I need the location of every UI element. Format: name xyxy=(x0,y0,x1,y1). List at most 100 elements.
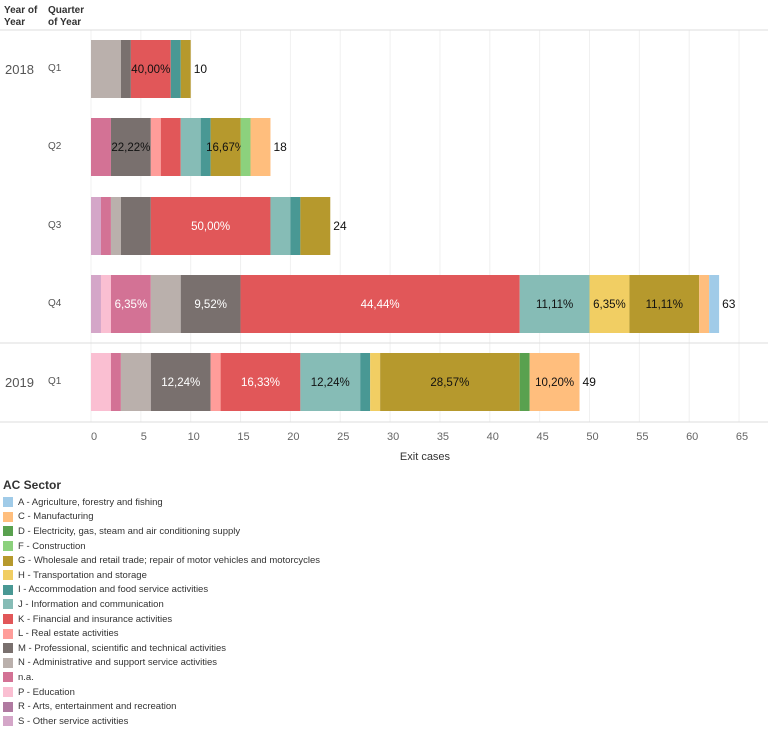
legend-label: P - Education xyxy=(18,686,75,698)
legend-swatch xyxy=(3,657,13,668)
legend-item[interactable]: J - Information and communication xyxy=(3,597,320,612)
legend-item[interactable]: D - Electricity, gas, steam and air cond… xyxy=(3,524,320,539)
bar-segment xyxy=(629,275,700,333)
legend-swatch xyxy=(3,643,13,654)
bar-segment xyxy=(170,40,181,98)
legend-label: N - Administrative and support service a… xyxy=(18,657,218,669)
x-tick-label: 15 xyxy=(237,431,249,443)
legend-item[interactable]: I - Accommodation and food service activ… xyxy=(3,583,320,598)
legend-item[interactable]: H - Transportation and storage xyxy=(3,568,320,583)
stacked-bar-chart: 0 5 10 15 20 25 30 35 40 45 50 55 60 65 Exit cases 40,0… xyxy=(0,29,768,463)
bar-segment xyxy=(150,197,271,255)
legend-item[interactable]: S - Other service activities xyxy=(3,714,320,729)
segment-label: 9,52% xyxy=(194,299,227,311)
legend-label: G - Wholesale and retail trade; repair o… xyxy=(18,555,321,567)
legend-swatch xyxy=(3,599,13,610)
x-axis-title: Exit cases xyxy=(400,451,451,463)
segment-label: 6,35% xyxy=(593,299,626,311)
segment-label: 22,22% xyxy=(111,142,150,154)
x-tick-label: 25 xyxy=(337,431,349,443)
bar-segment xyxy=(91,275,101,333)
segment-label: 50,00% xyxy=(191,221,230,233)
legend-item[interactable]: M - Professional, scientific and technic… xyxy=(3,641,320,656)
legend-swatch xyxy=(3,511,13,522)
x-tick-label: 65 xyxy=(736,431,748,443)
legend-label: n.a. xyxy=(18,671,34,683)
year-label: 2019 xyxy=(5,375,34,390)
legend-item[interactable]: F - Construction xyxy=(3,539,320,554)
legend-swatch xyxy=(3,584,13,595)
bar-segment xyxy=(709,275,720,333)
legend-swatch xyxy=(3,687,13,698)
bar-segment xyxy=(210,353,221,411)
bar-segment xyxy=(589,275,630,333)
bar-segment xyxy=(300,197,331,255)
bar-segment xyxy=(300,353,361,411)
legend-item[interactable]: P - Education xyxy=(3,685,320,700)
year-header: Year of Year xyxy=(4,5,38,28)
legend-label: L - Real estate activities xyxy=(18,628,119,640)
bar-segment xyxy=(120,40,131,98)
bar-segment xyxy=(519,353,530,411)
x-tick-label: 20 xyxy=(287,431,299,443)
x-tick-label: 45 xyxy=(537,431,549,443)
bar-segment xyxy=(529,353,580,411)
bar-segment xyxy=(240,118,251,176)
x-tick-label: 40 xyxy=(487,431,499,443)
legend-label: M - Professional, scientific and technic… xyxy=(18,642,227,654)
quarter-header: Quarter of Year xyxy=(48,5,85,28)
legend-item[interactable]: N - Administrative and support service a… xyxy=(3,656,320,671)
legend-swatch xyxy=(3,570,13,581)
legend-label: S - Other service activities xyxy=(18,715,129,727)
bar-total-label: 24 xyxy=(333,219,347,233)
legend-item[interactable]: A - Agriculture, forestry and fishing xyxy=(3,495,320,510)
quarter-label: Q3 xyxy=(48,220,62,231)
bar-segment xyxy=(91,353,111,411)
legend-label: J - Information and communication xyxy=(18,598,164,610)
bar-segment xyxy=(210,118,241,176)
legend-swatch xyxy=(3,672,13,683)
quarter-label: Q2 xyxy=(48,141,62,152)
x-tick-label: 60 xyxy=(686,431,698,443)
bar-total-label: 18 xyxy=(273,140,287,154)
bar-segment xyxy=(180,275,241,333)
legend-swatch xyxy=(3,701,13,712)
quarter-label: Q1 xyxy=(48,376,62,387)
bar-segment xyxy=(91,118,111,176)
legend-label: F - Construction xyxy=(18,540,86,552)
bar-segment xyxy=(150,275,181,333)
legend-label: H - Transportation and storage xyxy=(18,569,147,581)
legend-item[interactable]: G - Wholesale and retail trade; repair o… xyxy=(3,553,320,568)
legend-swatch xyxy=(3,628,13,639)
bar-segment xyxy=(110,353,121,411)
year-label: 2018 xyxy=(5,62,34,77)
segment-label: 12,24% xyxy=(311,377,350,389)
legend-title: AC Sector xyxy=(3,478,62,492)
legend-swatch xyxy=(3,555,13,566)
bar-segment xyxy=(180,118,201,176)
bar-segment xyxy=(240,275,520,333)
segment-label: 40,00% xyxy=(131,64,170,76)
x-tick-label: 0 xyxy=(91,431,97,443)
legend-item[interactable]: n.a. xyxy=(3,670,320,685)
bar-segment xyxy=(91,197,101,255)
segment-label: 44,44% xyxy=(361,299,400,311)
legend-label: K - Financial and insurance activities xyxy=(18,613,173,625)
segment-label: 10,20% xyxy=(535,377,574,389)
legend-label: A - Agriculture, forestry and fishing xyxy=(18,496,163,508)
legend-item[interactable]: C - Manufacturing xyxy=(3,510,320,525)
legend-item[interactable]: L - Real estate activities xyxy=(3,626,320,641)
bar-total-label: 10 xyxy=(194,62,208,76)
quarter-label: Q1 xyxy=(48,63,62,74)
bar-segment xyxy=(360,353,371,411)
bar-segment xyxy=(160,118,181,176)
legend-item[interactable]: K - Financial and insurance activities xyxy=(3,612,320,627)
bar-segment xyxy=(91,40,121,98)
bar-segment xyxy=(380,353,520,411)
x-tick-label: 30 xyxy=(387,431,399,443)
legend-item[interactable]: R - Arts, entertainment and recreation xyxy=(3,699,320,714)
legend-swatch xyxy=(3,716,13,727)
bar-segment xyxy=(180,40,191,98)
segment-label: 28,57% xyxy=(430,377,469,389)
bar-segment xyxy=(150,353,211,411)
